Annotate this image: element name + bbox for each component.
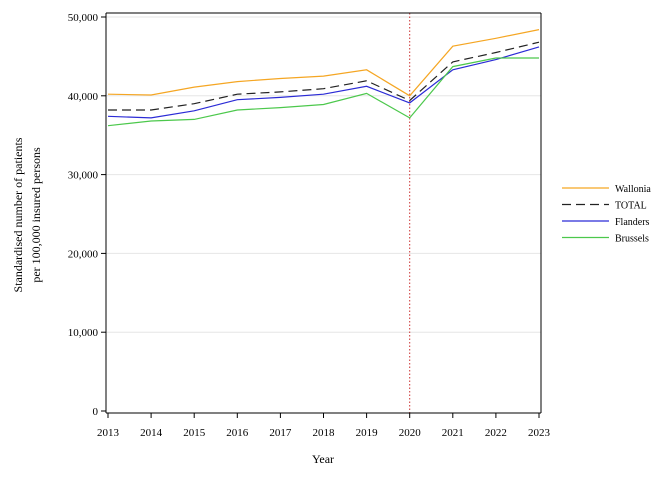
legend-label-flanders: Flanders bbox=[615, 217, 650, 228]
y-axis-title-line1: Standardised number of patients bbox=[11, 137, 25, 292]
x-tick-label: 2013 bbox=[97, 427, 120, 439]
legend-label-brussels: Brussels bbox=[615, 234, 649, 245]
y-axis-title-line2: per 100,000 insured persons bbox=[29, 147, 43, 283]
series-line-wallonia bbox=[107, 29, 540, 97]
y-axis-title: Standardised number of patients per 100,… bbox=[11, 137, 43, 292]
legend: Wallonia TOTAL Flanders Brussels bbox=[562, 184, 651, 245]
legend-label-total: TOTAL bbox=[615, 201, 647, 212]
x-tick-label: 2022 bbox=[485, 427, 507, 439]
x-tick-label: 2021 bbox=[442, 427, 464, 439]
x-tick-label: 2017 bbox=[269, 427, 292, 439]
series-line-brussels bbox=[107, 57, 539, 127]
axes bbox=[101, 12, 542, 418]
y-tick-label: 40,000 bbox=[68, 91, 99, 103]
tick-labels: 0 10,000 20,000 30,000 40,000 50,000 2013 2014 2… bbox=[68, 12, 551, 439]
x-tick-label: 2015 bbox=[183, 427, 206, 439]
x-axis-title: Year bbox=[312, 452, 334, 466]
series-line-total bbox=[108, 41, 540, 111]
x-tick-label: 2020 bbox=[399, 427, 422, 439]
y-tick-label: 30,000 bbox=[68, 170, 99, 182]
y-tick-label: 10,000 bbox=[68, 327, 99, 339]
y-tick-label: 0 bbox=[93, 406, 99, 418]
series-line-flanders bbox=[107, 46, 540, 119]
x-tick-label: 2023 bbox=[528, 427, 551, 439]
x-tick-label: 2018 bbox=[313, 427, 336, 439]
y-tick-label: 50,000 bbox=[68, 12, 99, 24]
x-tick-label: 2016 bbox=[226, 427, 249, 439]
y-tick-label: 20,000 bbox=[68, 248, 99, 260]
series-lines bbox=[107, 29, 540, 127]
gridlines bbox=[106, 16, 541, 333]
x-tick-label: 2014 bbox=[140, 427, 163, 439]
legend-label-wallonia: Wallonia bbox=[615, 184, 651, 195]
x-tick-label: 2019 bbox=[356, 427, 379, 439]
